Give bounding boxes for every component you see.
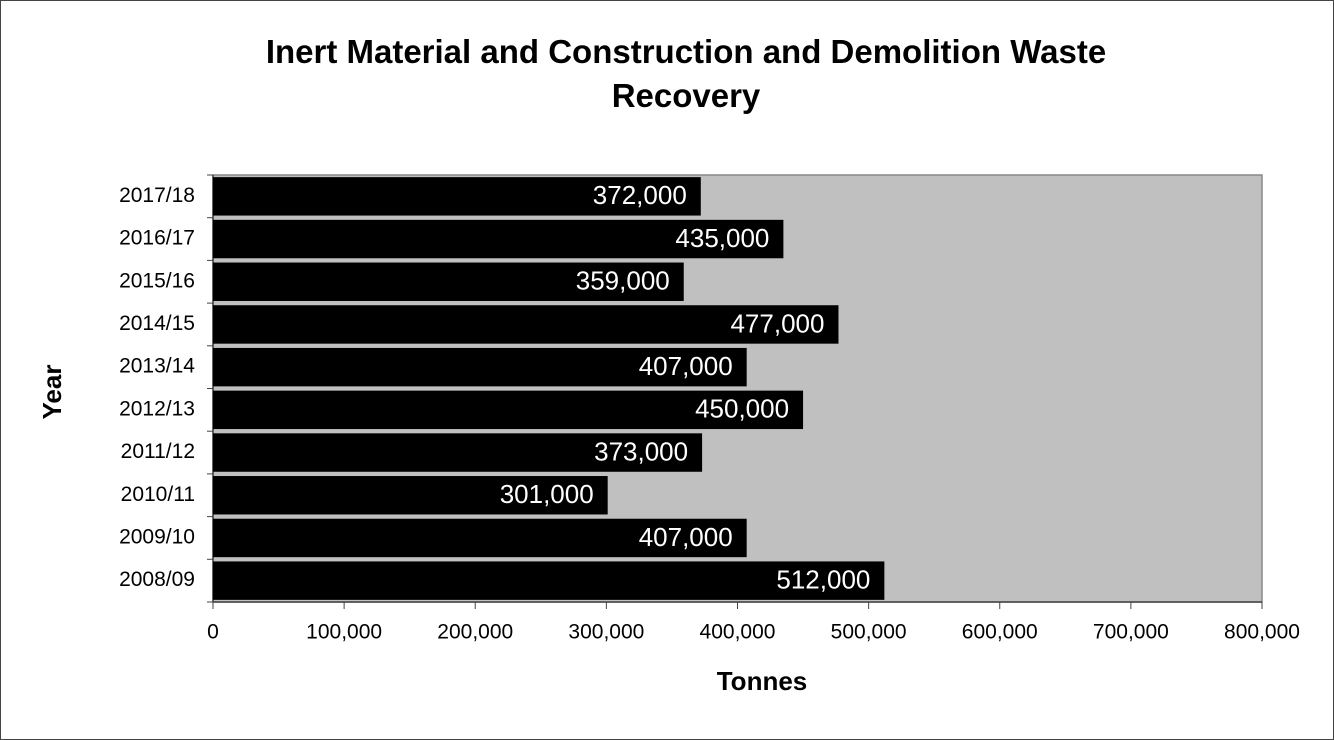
x-tick-label: 100,000 [306, 621, 382, 644]
bar [213, 433, 703, 472]
y-axis-title: Year [37, 365, 67, 420]
bar-value-label: 373,000 [594, 436, 688, 466]
bar-value-label: 512,000 [776, 565, 870, 595]
bar [213, 561, 885, 600]
bar [213, 476, 608, 515]
bar [213, 177, 701, 216]
y-tick-label: 2015/16 [119, 269, 195, 292]
y-tick-label: 2012/13 [119, 397, 195, 420]
bar-value-label: 435,000 [675, 223, 769, 253]
y-tick-label: 2016/17 [119, 227, 195, 250]
bar-value-label: 450,000 [695, 394, 789, 424]
bar-value-label: 407,000 [639, 351, 733, 381]
y-tick-label: 2009/10 [119, 525, 195, 548]
y-tick-label: 2013/14 [119, 355, 195, 378]
x-tick-label: 400,000 [700, 621, 776, 644]
bar-value-label: 407,000 [639, 522, 733, 552]
x-tick-label: 700,000 [1093, 621, 1169, 644]
bar-value-label: 372,000 [593, 180, 687, 210]
y-tick-label: 2017/18 [119, 184, 195, 207]
x-tick-label: 600,000 [962, 621, 1038, 644]
bar-value-label: 359,000 [576, 266, 670, 296]
bar [213, 390, 804, 430]
bar [213, 347, 747, 387]
bar-value-label: 301,000 [500, 479, 594, 509]
x-axis-title: Tonnes [717, 666, 808, 696]
bar [213, 219, 784, 259]
y-tick-label: 2008/09 [119, 568, 195, 591]
bar [213, 518, 747, 558]
x-tick-label: 300,000 [568, 621, 644, 644]
y-tick-label: 2014/15 [119, 312, 195, 335]
x-tick-label: 0 [207, 621, 219, 644]
chart-title: Inert Material and Construction and Demo… [265, 33, 1107, 114]
y-tick-label: 2010/11 [121, 483, 195, 506]
x-tick-label: 500,000 [831, 621, 907, 644]
bar [213, 305, 839, 344]
x-tick-label: 200,000 [437, 621, 513, 644]
x-tick-label: 800,000 [1224, 621, 1300, 644]
y-tick-label: 2011/12 [121, 440, 195, 463]
bar [213, 262, 684, 301]
bar-value-label: 477,000 [730, 308, 824, 338]
